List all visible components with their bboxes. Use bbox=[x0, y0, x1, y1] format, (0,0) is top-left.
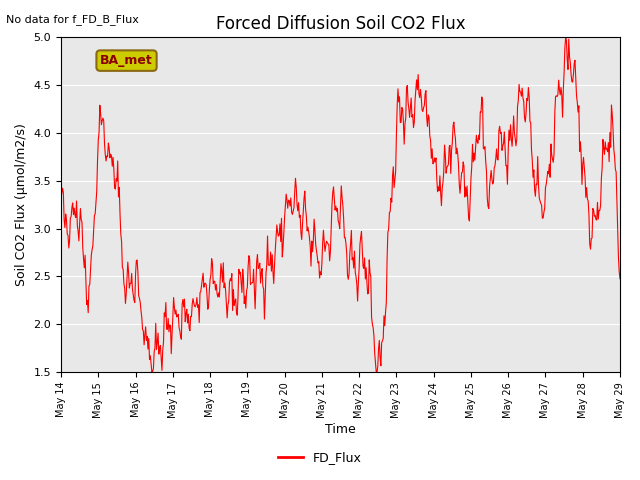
Text: BA_met: BA_met bbox=[100, 54, 153, 67]
Y-axis label: Soil CO2 Flux (μmol/m2/s): Soil CO2 Flux (μmol/m2/s) bbox=[15, 123, 28, 286]
Legend: FD_Flux: FD_Flux bbox=[273, 446, 367, 469]
Title: Forced Diffusion Soil CO2 Flux: Forced Diffusion Soil CO2 Flux bbox=[216, 15, 465, 33]
X-axis label: Time: Time bbox=[325, 423, 356, 436]
Text: No data for f_FD_B_Flux: No data for f_FD_B_Flux bbox=[6, 14, 140, 25]
